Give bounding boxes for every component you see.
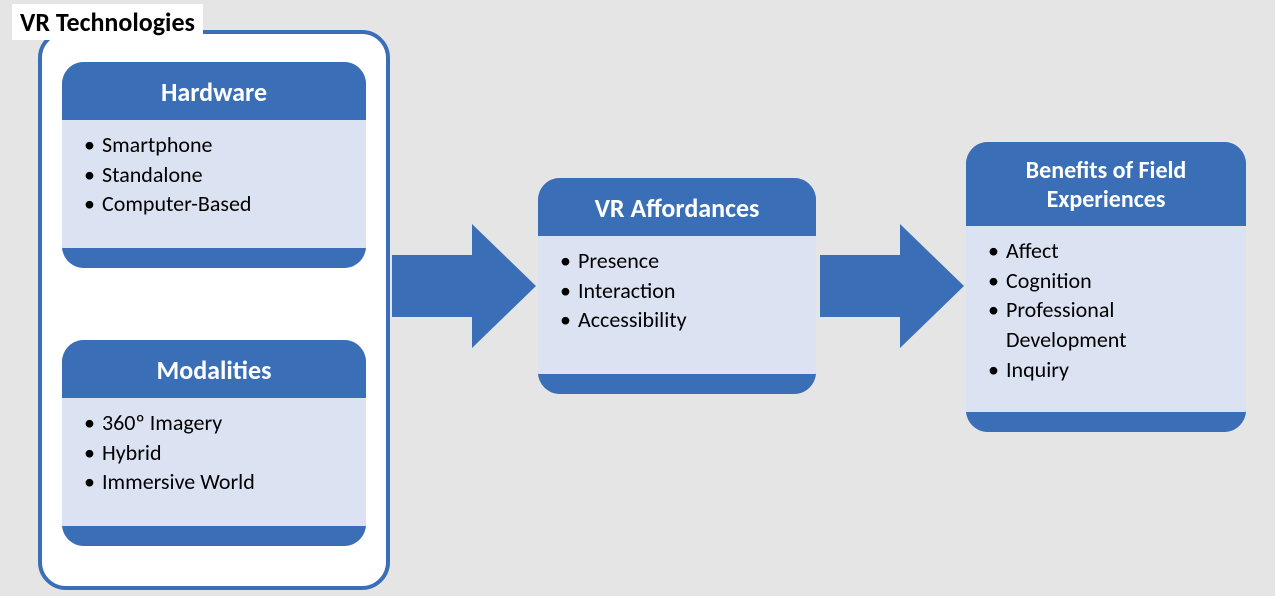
modalities-card: Modalities 360º Imagery Hybrid Immersive… xyxy=(62,340,366,546)
list-item: Professional Development xyxy=(984,295,1228,354)
vr-technologies-label: VR Technologies xyxy=(12,4,203,40)
list-item: Computer-Based xyxy=(80,189,348,219)
benefits-footer xyxy=(966,412,1246,432)
list-item: Presence xyxy=(556,246,798,276)
hardware-title: Hardware xyxy=(62,62,366,120)
list-item: Cognition xyxy=(984,266,1228,296)
affordances-footer xyxy=(538,374,816,394)
affordances-title: VR Affordances xyxy=(538,178,816,236)
hardware-footer xyxy=(62,248,366,268)
affordances-body: Presence Interaction Accessibility xyxy=(538,236,816,374)
arrow-icon xyxy=(820,224,964,348)
benefits-card: Benefits of Field Experiences Affect Cog… xyxy=(966,142,1246,432)
modalities-list: 360º Imagery Hybrid Immersive World xyxy=(80,408,348,497)
list-item: Inquiry xyxy=(984,355,1228,385)
modalities-footer xyxy=(62,526,366,546)
list-item: Accessibility xyxy=(556,305,798,335)
list-item: Standalone xyxy=(80,160,348,190)
list-item: Affect xyxy=(984,236,1228,266)
benefits-list: Affect Cognition Professional Developmen… xyxy=(984,236,1228,384)
hardware-list: Smartphone Standalone Computer-Based xyxy=(80,130,348,219)
modalities-title: Modalities xyxy=(62,340,366,398)
list-item: Immersive World xyxy=(80,467,348,497)
hardware-card: Hardware Smartphone Standalone Computer-… xyxy=(62,62,366,268)
benefits-title: Benefits of Field Experiences xyxy=(966,142,1246,226)
list-item: 360º Imagery xyxy=(80,408,348,438)
list-item: Smartphone xyxy=(80,130,348,160)
modalities-body: 360º Imagery Hybrid Immersive World xyxy=(62,398,366,526)
hardware-body: Smartphone Standalone Computer-Based xyxy=(62,120,366,248)
affordances-list: Presence Interaction Accessibility xyxy=(556,246,798,335)
affordances-card: VR Affordances Presence Interaction Acce… xyxy=(538,178,816,394)
list-item: Hybrid xyxy=(80,438,348,468)
arrow-icon xyxy=(392,224,536,348)
benefits-body: Affect Cognition Professional Developmen… xyxy=(966,226,1246,412)
list-item: Interaction xyxy=(556,276,798,306)
